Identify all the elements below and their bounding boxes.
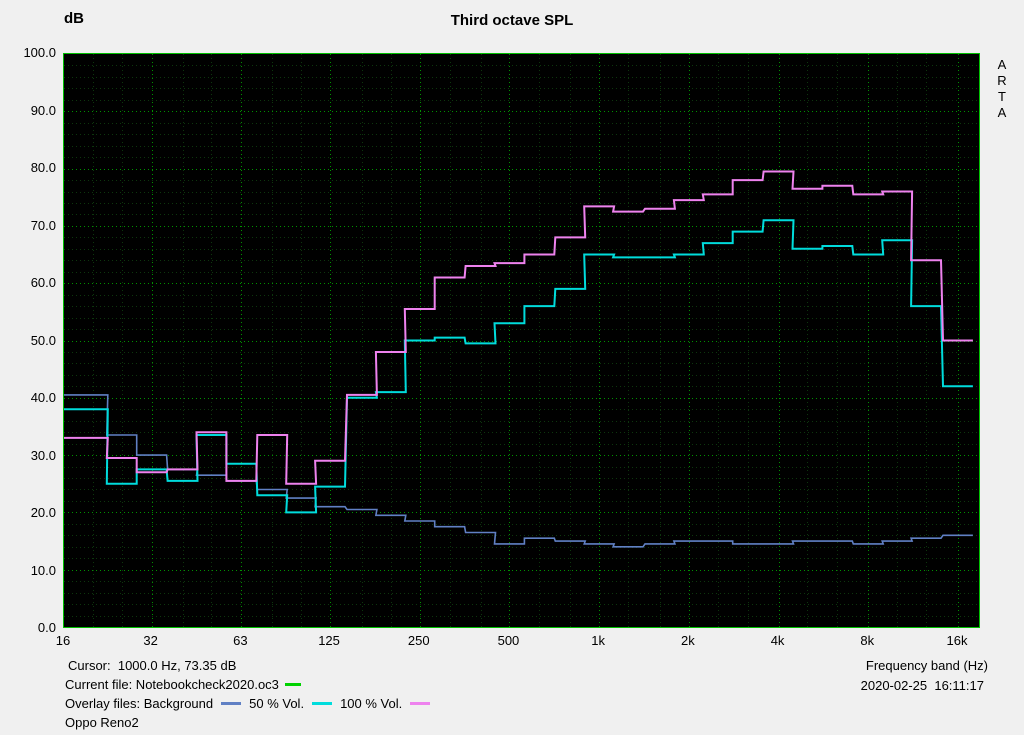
- x-tick-label: 63: [233, 633, 248, 648]
- measurement-datetime: 2020-02-25 16:11:17: [860, 678, 984, 693]
- background-legend-line: [221, 702, 242, 705]
- y-tick-label: 100.0: [23, 45, 56, 60]
- current-file-label: Current file: Notebookcheck2020.oc3: [65, 677, 279, 692]
- y-tick-label: 80.0: [30, 160, 56, 175]
- x-tick-label: 32: [143, 633, 158, 648]
- x-tick-label: 16: [55, 633, 71, 648]
- overlay-files-row: Overlay files: Background 50 % Vol. 100 …: [65, 696, 438, 711]
- overlay-50-label: 50 % Vol.: [249, 696, 305, 711]
- spl-chart[interactable]: [64, 54, 979, 627]
- x-tick-label: 125: [318, 633, 340, 648]
- x-tick-label: 500: [497, 633, 520, 648]
- y-tick-label: 10.0: [30, 562, 56, 578]
- plot-area[interactable]: [63, 53, 980, 628]
- x-tick-label: 250: [407, 633, 430, 648]
- x-tick-label: 1k: [591, 633, 606, 648]
- y-tick-label: 70.0: [30, 217, 56, 233]
- series-100-vol-: [64, 170, 973, 485]
- y-axis-unit-label: dB: [64, 10, 84, 27]
- y-tick-label: 30.0: [30, 447, 56, 463]
- overlay-files-label: Overlay files: Background: [65, 696, 214, 711]
- cursor-readout: Cursor: 1000.0 Hz, 73.35 dB: [68, 658, 237, 673]
- series-50-vol-: [64, 219, 973, 514]
- chart-title: Third octave SPL: [450, 12, 574, 29]
- current-file-row: Current file: Notebookcheck2020.oc3: [65, 677, 307, 692]
- x-tick-label: 4k: [770, 633, 785, 648]
- arta-logo: A R T A: [997, 57, 1007, 120]
- x-axis-title: Frequency band (Hz): [865, 658, 988, 673]
- y-tick-label: 50.0: [30, 332, 56, 348]
- device-label: Oppo Reno2: [65, 715, 139, 730]
- x-tick-label: 2k: [680, 633, 695, 648]
- vol100-legend-line: [410, 702, 431, 705]
- y-tick-label: 90.0: [30, 102, 56, 118]
- x-tick-label: 8k: [860, 633, 875, 648]
- overlay-100-label: 100 % Vol.: [340, 696, 403, 711]
- vol50-legend-line: [312, 702, 333, 705]
- y-tick-label: 20.0: [30, 505, 56, 520]
- current-file-legend-line: [284, 683, 301, 686]
- y-tick-label: 0.0: [37, 620, 56, 635]
- y-tick-label: 60.0: [30, 275, 56, 290]
- x-tick-label: 16k: [946, 633, 968, 648]
- y-tick-label: 40.0: [30, 390, 56, 405]
